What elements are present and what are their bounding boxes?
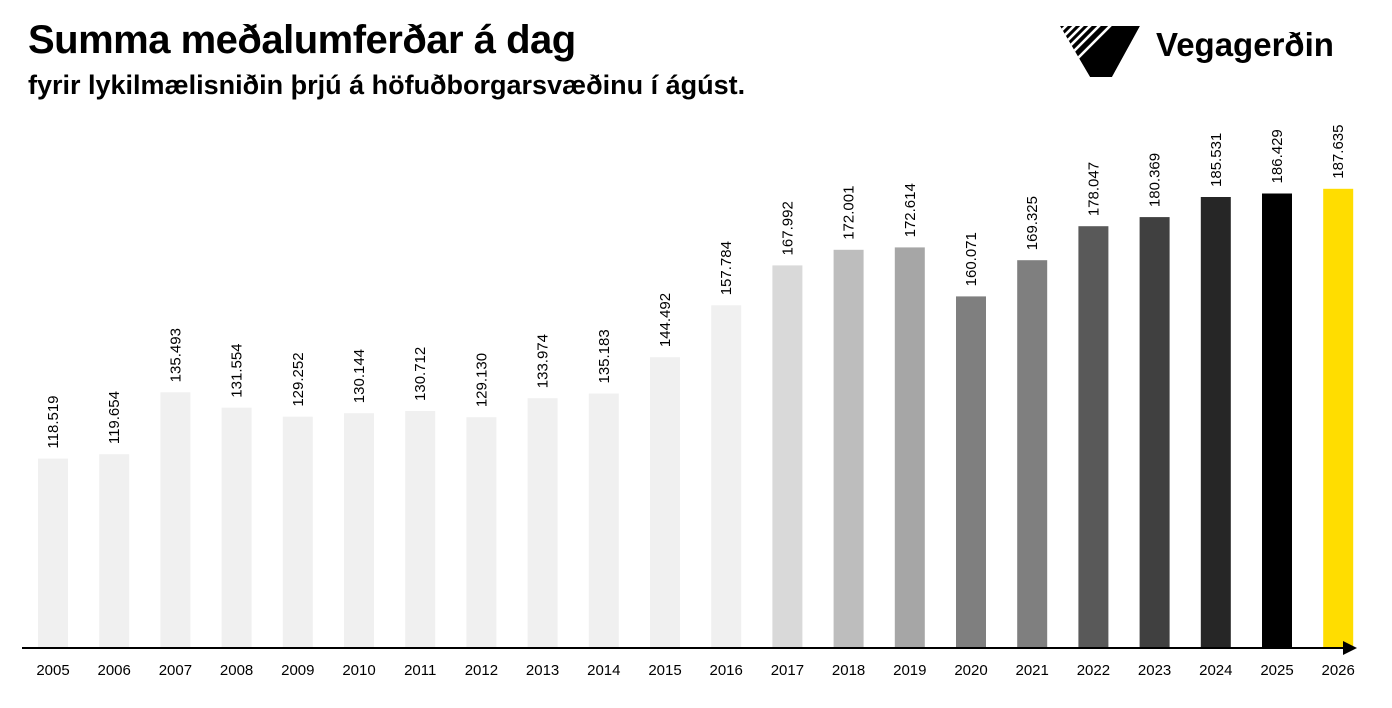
value-label-2011: 130.712: [412, 347, 429, 401]
x-tick-label-2023: 2023: [1138, 662, 1171, 679]
value-label-2022: 178.047: [1085, 162, 1102, 216]
x-tick-label-2007: 2007: [159, 662, 192, 679]
value-label-2021: 169.325: [1024, 196, 1041, 250]
value-label-2012: 129.130: [473, 353, 490, 407]
bar-2020: [956, 296, 986, 648]
bar-2014: [588, 393, 619, 648]
value-label-2007: 135.493: [167, 328, 184, 382]
bar-2017: [772, 265, 803, 648]
x-tick-label-2005: 2005: [36, 662, 69, 679]
bar-2013: [527, 398, 558, 648]
value-label-2009: 129.252: [290, 352, 307, 406]
x-tick-label-2009: 2009: [281, 662, 314, 679]
x-axis-arrow-icon: [1343, 641, 1357, 655]
bar-2010: [344, 413, 374, 648]
x-tick-label-2024: 2024: [1199, 662, 1232, 679]
value-label-2023: 180.369: [1147, 153, 1164, 207]
logo-text: Vegagerðin: [1156, 26, 1334, 63]
x-tick-label-2017: 2017: [771, 662, 804, 679]
bar-2007: [160, 392, 191, 648]
x-tick-label-2011: 2011: [404, 662, 436, 679]
x-tick-label-2019: 2019: [893, 662, 926, 679]
bar-2016: [711, 305, 742, 648]
value-label-2008: 131.554: [229, 343, 246, 397]
x-tick-label-2013: 2013: [526, 662, 559, 679]
bar-2012: [466, 417, 497, 648]
bar-2025: [1262, 193, 1292, 648]
x-tick-label-2021: 2021: [1016, 662, 1049, 679]
x-tick-label-2014: 2014: [587, 662, 620, 679]
bar-2018: [833, 249, 864, 649]
x-tick-label-2020: 2020: [954, 662, 987, 679]
x-tick-label-2015: 2015: [648, 662, 681, 679]
x-tick-label-2010: 2010: [342, 662, 375, 679]
value-label-2017: 167.992: [779, 201, 796, 255]
value-label-2020: 160.071: [963, 232, 980, 286]
bar-2019: [894, 247, 925, 648]
x-tick-label-2012: 2012: [465, 662, 498, 679]
value-label-2013: 133.974: [535, 334, 552, 388]
chart-subtitle: fyrir lykilmælisniðin þrjú á höfuðborgar…: [28, 70, 746, 100]
bar-2015: [650, 357, 680, 648]
value-label-2016: 157.784: [718, 241, 735, 295]
value-label-2010: 130.144: [351, 349, 368, 403]
bar-2021: [1017, 260, 1048, 648]
value-label-2014: 135.183: [596, 329, 613, 383]
value-label-2006: 119.654: [106, 391, 123, 444]
value-label-2005: 118.519: [45, 395, 62, 448]
x-tick-label-2008: 2008: [220, 662, 253, 679]
vegagerdin-stripes-logo-icon: [1060, 26, 1140, 77]
x-tick-label-2022: 2022: [1077, 662, 1110, 679]
bar-2005: [38, 458, 68, 648]
bar-2026: [1323, 188, 1354, 649]
value-label-2024: 185.531: [1208, 133, 1225, 187]
value-label-2019: 172.614: [902, 183, 919, 237]
bar-2006: [99, 454, 130, 648]
bar-2008: [221, 407, 252, 648]
x-tick-label-2016: 2016: [710, 662, 743, 679]
brand-logo: Vegagerðin: [1060, 24, 1370, 80]
value-label-2018: 172.001: [841, 186, 858, 240]
bar-2011: [405, 411, 436, 648]
bar-2022: [1078, 226, 1109, 648]
bar-2009: [282, 416, 313, 648]
x-tick-label-2026: 2026: [1322, 662, 1355, 679]
chart-title: Summa meðalumferðar á dag: [28, 18, 576, 62]
x-tick-label-2006: 2006: [98, 662, 131, 679]
value-label-2025: 186.429: [1269, 129, 1286, 183]
bar-2024: [1200, 197, 1231, 648]
bar-2023: [1139, 217, 1170, 648]
value-label-2015: 144.492: [657, 293, 674, 347]
x-tick-label-2025: 2025: [1260, 662, 1293, 679]
value-label-2026: 187.635: [1330, 125, 1347, 179]
x-tick-label-2018: 2018: [832, 662, 865, 679]
